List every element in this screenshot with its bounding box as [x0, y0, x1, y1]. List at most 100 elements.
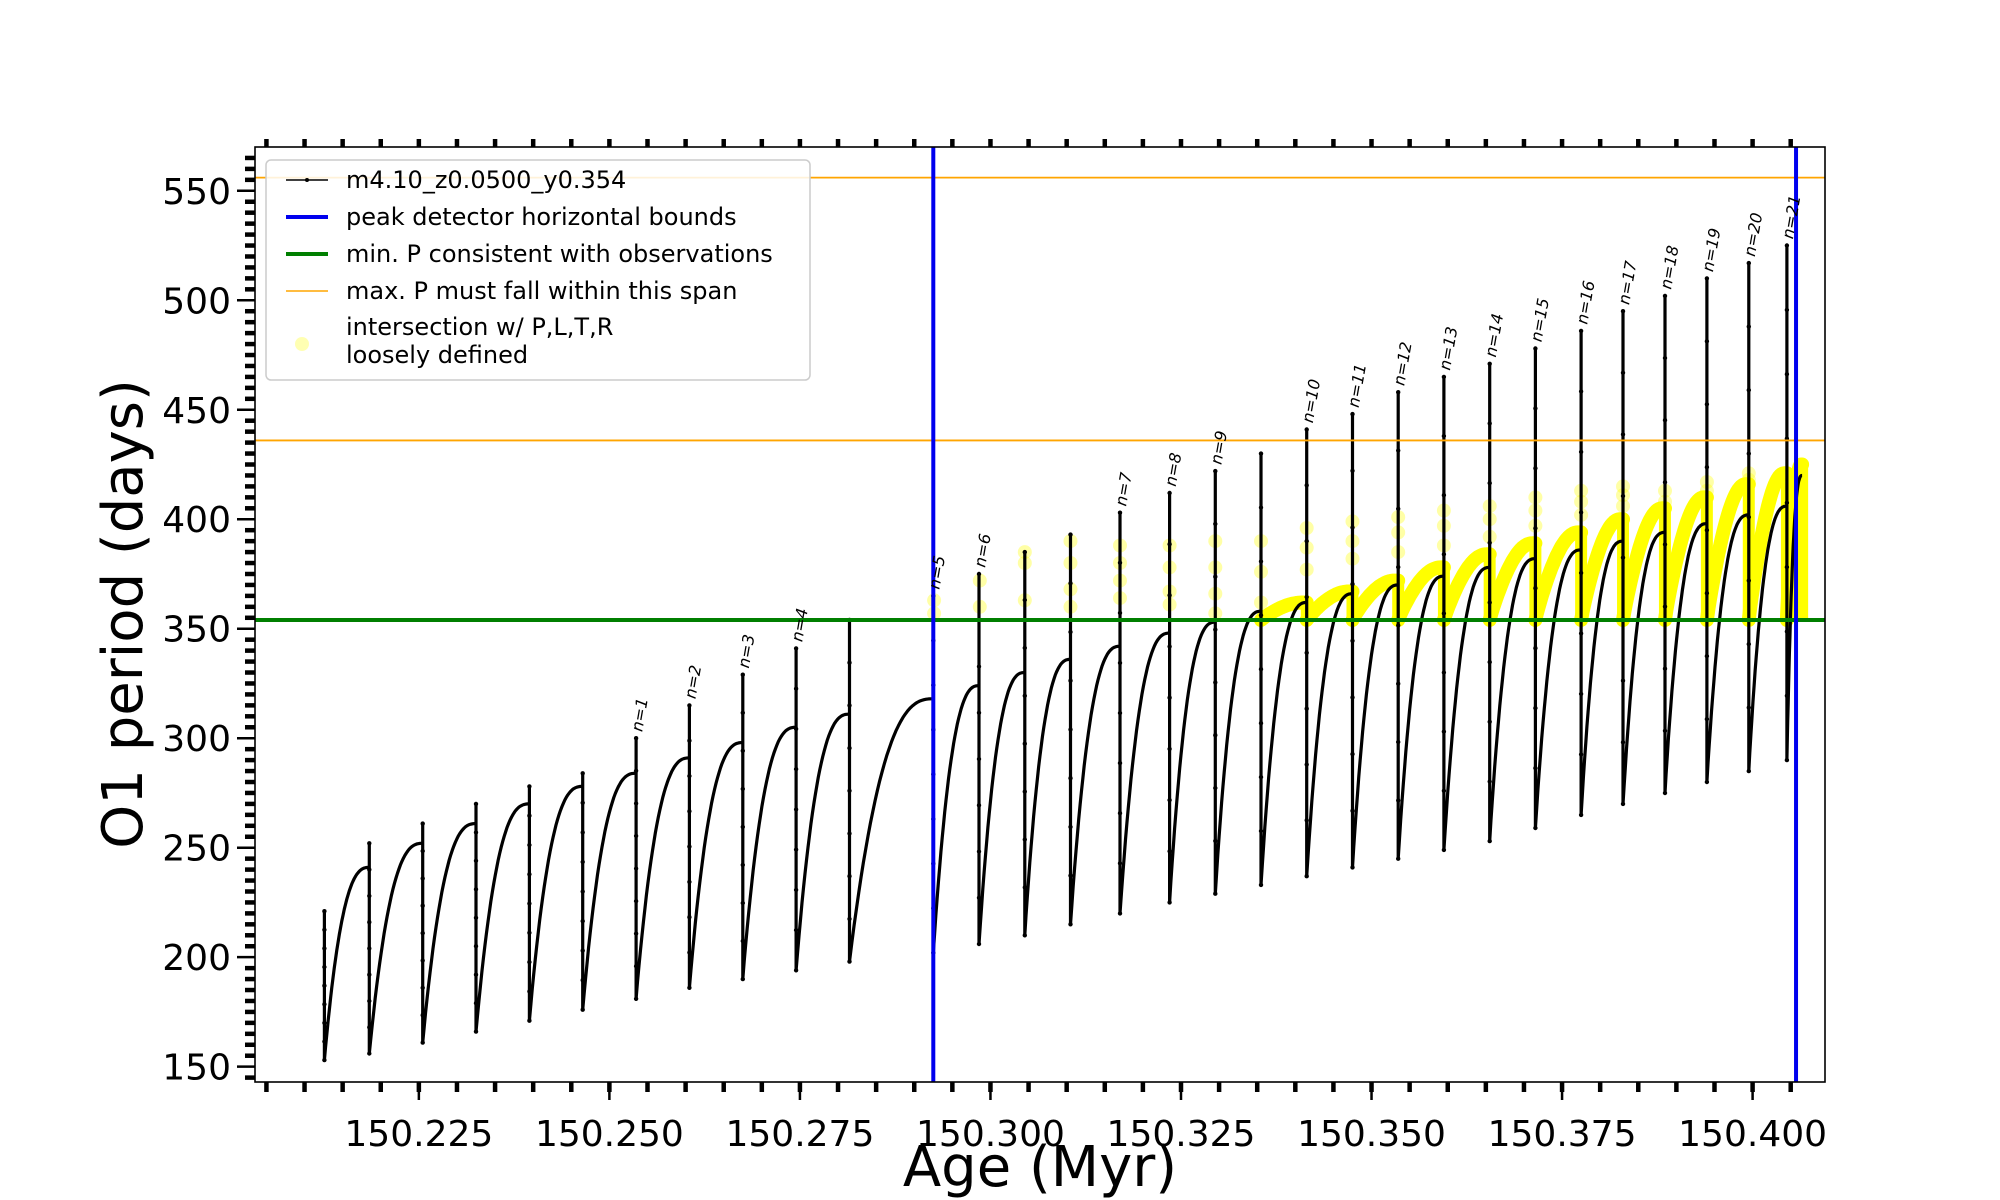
series-point	[1662, 480, 1668, 485]
intersection-arc	[1482, 536, 1543, 627]
series-point	[793, 646, 799, 651]
series-point	[1662, 542, 1668, 547]
series-point	[1258, 505, 1264, 510]
series-point	[1441, 788, 1447, 793]
series-cycle	[527, 784, 583, 1023]
legend-label-max-p: max. P must fall within this span	[346, 277, 737, 305]
series-cycle	[1213, 471, 1262, 896]
series-cycle	[322, 865, 370, 1062]
series-cycle	[1259, 453, 1308, 887]
series-point	[580, 978, 585, 983]
series-point	[1533, 346, 1538, 351]
intersection-arc	[1699, 477, 1756, 627]
legend-label-series: m4.10_z0.0500_y0.354	[346, 166, 626, 194]
series-point	[1396, 798, 1401, 803]
reference-lines	[255, 147, 1825, 1082]
series-cycle	[1396, 392, 1445, 861]
series-point	[322, 1057, 327, 1063]
series-point	[527, 959, 532, 965]
y-tick-label: 150	[162, 1048, 231, 1089]
series-point	[1117, 660, 1123, 666]
series-point	[740, 748, 745, 753]
series-point	[473, 858, 479, 863]
x-tick-label: 150.400	[1678, 1114, 1827, 1155]
series-point	[322, 1020, 327, 1026]
series-cycle	[634, 738, 690, 1001]
series-point	[1784, 500, 1790, 505]
series-point	[740, 710, 745, 715]
series-point	[847, 703, 852, 708]
series-point	[1487, 838, 1492, 844]
series-point	[1304, 650, 1309, 655]
series-point	[1487, 600, 1492, 605]
series-point	[580, 800, 585, 805]
series-cycle	[687, 705, 743, 990]
series-point	[1396, 623, 1401, 628]
series-cycle	[847, 620, 934, 964]
x-tick-label: 150.375	[1488, 1114, 1637, 1155]
series-point	[793, 887, 799, 893]
series-point	[1704, 779, 1710, 785]
intersection-arc	[1299, 584, 1360, 627]
series-point	[1487, 480, 1492, 486]
series-point	[687, 773, 692, 779]
series-point	[473, 1029, 479, 1034]
series-point	[976, 849, 982, 854]
series-point	[1746, 768, 1752, 774]
series-point	[1022, 597, 1027, 603]
series-point	[740, 824, 745, 830]
series-point	[367, 998, 372, 1004]
series-point	[1022, 789, 1027, 794]
series-point	[633, 833, 639, 839]
series-point	[1578, 449, 1584, 455]
series-point	[473, 915, 479, 920]
series-point	[1620, 432, 1626, 437]
series-point	[1350, 865, 1355, 870]
series-point	[473, 972, 479, 977]
series-point	[1213, 838, 1218, 844]
series-point	[1304, 427, 1309, 432]
series-point	[633, 736, 639, 741]
series-point	[1487, 421, 1492, 426]
series-point	[1441, 611, 1447, 616]
series-point	[1441, 552, 1447, 557]
series-point	[633, 931, 639, 936]
series-point	[1487, 361, 1492, 366]
series-point	[1746, 705, 1752, 710]
series-point	[1258, 613, 1264, 618]
series-point	[1350, 411, 1355, 417]
series-point	[1578, 752, 1584, 757]
series-point	[1784, 757, 1790, 763]
series-point	[322, 983, 327, 988]
intersection-arc	[1528, 525, 1589, 627]
series-point	[367, 1025, 372, 1030]
series-point	[1304, 762, 1309, 767]
series-point	[976, 571, 982, 577]
series-point	[1304, 706, 1309, 711]
series-point	[420, 876, 425, 881]
series-point	[1304, 483, 1309, 488]
series-point	[1117, 760, 1123, 766]
series-point	[527, 842, 532, 848]
series-cycle	[1663, 295, 1708, 795]
series-point	[1441, 670, 1447, 675]
series-point	[580, 859, 585, 865]
series-point	[367, 946, 372, 951]
series-point	[1068, 678, 1073, 683]
series-point	[687, 844, 692, 849]
series-cycle	[1705, 278, 1750, 784]
legend-label-intersection-line2: loosely defined	[346, 341, 528, 369]
series-cycle	[1350, 414, 1399, 870]
series-point	[1578, 570, 1584, 576]
series-point	[1117, 510, 1123, 515]
series-point	[1746, 641, 1752, 647]
series-point	[1784, 372, 1790, 377]
series-point	[1350, 525, 1355, 530]
series-point	[1746, 324, 1752, 329]
series-point	[1167, 849, 1172, 854]
series-point	[1533, 466, 1538, 471]
series-point	[740, 900, 745, 906]
series-point	[1578, 691, 1584, 697]
series-cycle	[421, 821, 477, 1045]
